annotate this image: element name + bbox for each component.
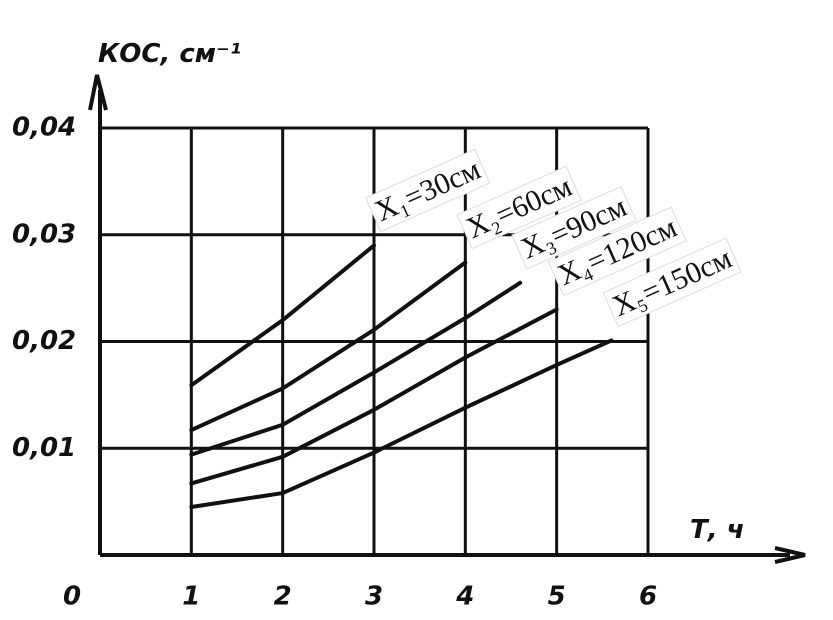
y-tick-label: 0,01 (12, 433, 76, 463)
x-tick-label: 1 (182, 582, 200, 612)
series-line (189, 260, 468, 433)
series-line (189, 307, 559, 486)
series-line (189, 338, 614, 509)
x-tick-label: 6 (639, 582, 657, 612)
x-tick-label: 0 (63, 582, 81, 612)
y-tick-label: 0,03 (12, 219, 76, 249)
series-label-bg (547, 206, 687, 297)
x-tick-label: 3 (365, 582, 383, 612)
x-axis-label: Т, ч (690, 515, 745, 545)
series-line (189, 280, 523, 457)
series-label-bg (456, 165, 582, 250)
series-label-bg (602, 237, 742, 328)
x-tick-label: 5 (548, 582, 566, 612)
x-axis-arrow (774, 546, 806, 564)
x-tick-label: 2 (274, 582, 292, 612)
x-tick-label: 4 (455, 582, 474, 612)
series-label-bg (365, 148, 491, 233)
y-tick-label: 0,02 (12, 326, 76, 356)
y-tick-label: 0,04 (12, 113, 76, 143)
y-axis-label: КОС, см⁻¹ (98, 39, 241, 69)
series-label-bg (511, 185, 637, 270)
y-axis-arrow (88, 74, 108, 111)
series-line (189, 243, 376, 388)
